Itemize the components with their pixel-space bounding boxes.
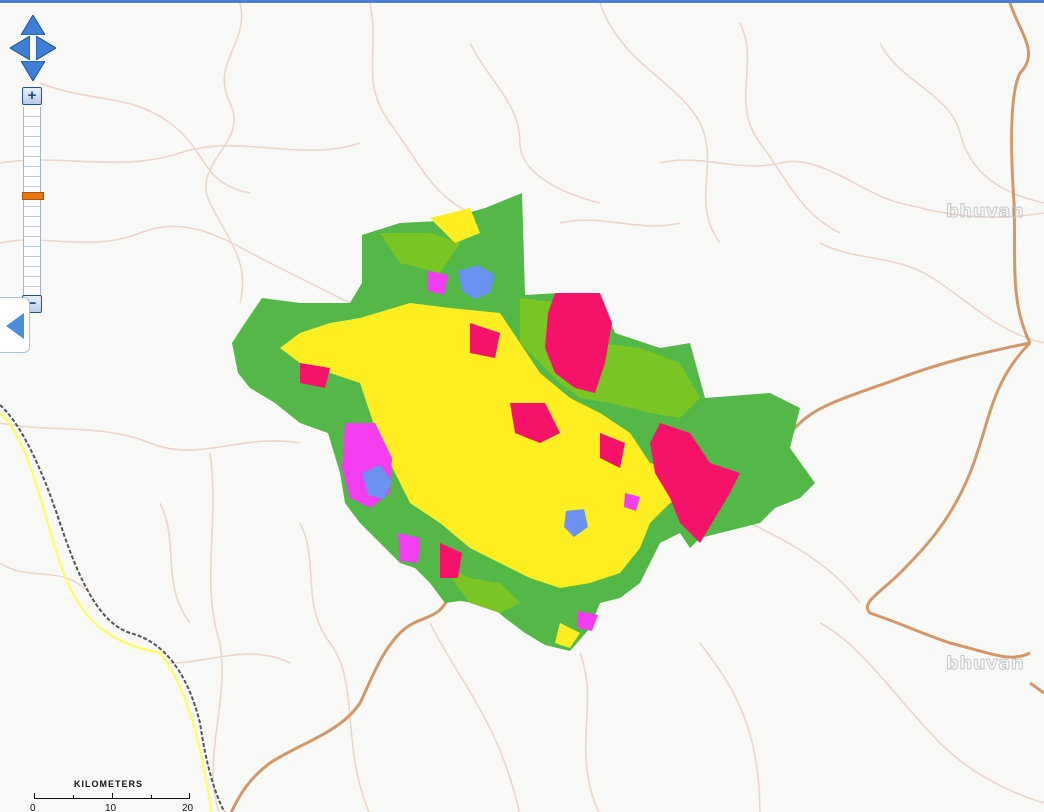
fallow-zone xyxy=(440,543,462,578)
collapse-left-arrow-icon xyxy=(6,313,24,339)
scale-label-mid: 10 xyxy=(105,803,117,812)
fallow-zone xyxy=(510,403,560,443)
fallow-zone xyxy=(470,323,500,358)
pan-left-arrow-icon[interactable] xyxy=(10,36,30,60)
scale-label-start: 0 xyxy=(30,803,36,812)
minor-roads xyxy=(0,3,1044,812)
water-body xyxy=(362,465,392,499)
map-watermark: bhuvan xyxy=(945,201,1025,223)
zoom-control: + − xyxy=(22,87,44,315)
zoom-in-button[interactable]: + xyxy=(22,87,42,105)
railway-line xyxy=(0,404,226,812)
builtup-zone xyxy=(428,271,448,295)
builtup-zone xyxy=(398,533,420,563)
scrub-zone xyxy=(380,233,460,273)
fallow-zone xyxy=(650,423,740,543)
pan-down-arrow-icon[interactable] xyxy=(21,61,45,81)
scale-label-end: 20 xyxy=(182,803,194,812)
pan-control xyxy=(10,15,56,81)
landuse-district[interactable] xyxy=(232,193,815,651)
map-watermark: bhuvan xyxy=(945,653,1025,675)
builtup-zone xyxy=(624,493,640,511)
zoom-slider-handle[interactable] xyxy=(22,191,44,200)
map-canvas[interactable] xyxy=(0,3,1044,812)
coast-boundary xyxy=(0,412,213,812)
builtup-zone xyxy=(578,611,598,631)
water-body xyxy=(458,265,495,299)
pan-up-arrow-icon[interactable] xyxy=(21,15,45,35)
water-body xyxy=(564,509,588,537)
cropland-zone xyxy=(555,623,580,648)
cropland-zone xyxy=(430,208,480,243)
cropland-zone xyxy=(280,303,720,588)
scale-bar-line xyxy=(34,793,190,799)
fallow-zone xyxy=(600,433,625,468)
fallow-zone xyxy=(545,293,612,393)
zoom-slider-track[interactable] xyxy=(23,107,41,303)
scrub-zone xyxy=(440,563,520,613)
scale-bar: KILOMETERS 0 10 20 xyxy=(28,779,208,812)
panel-toggle-button[interactable] xyxy=(0,297,30,353)
pan-right-arrow-icon[interactable] xyxy=(36,36,56,60)
fallow-zone xyxy=(300,363,330,388)
scale-title: KILOMETERS xyxy=(74,779,144,789)
